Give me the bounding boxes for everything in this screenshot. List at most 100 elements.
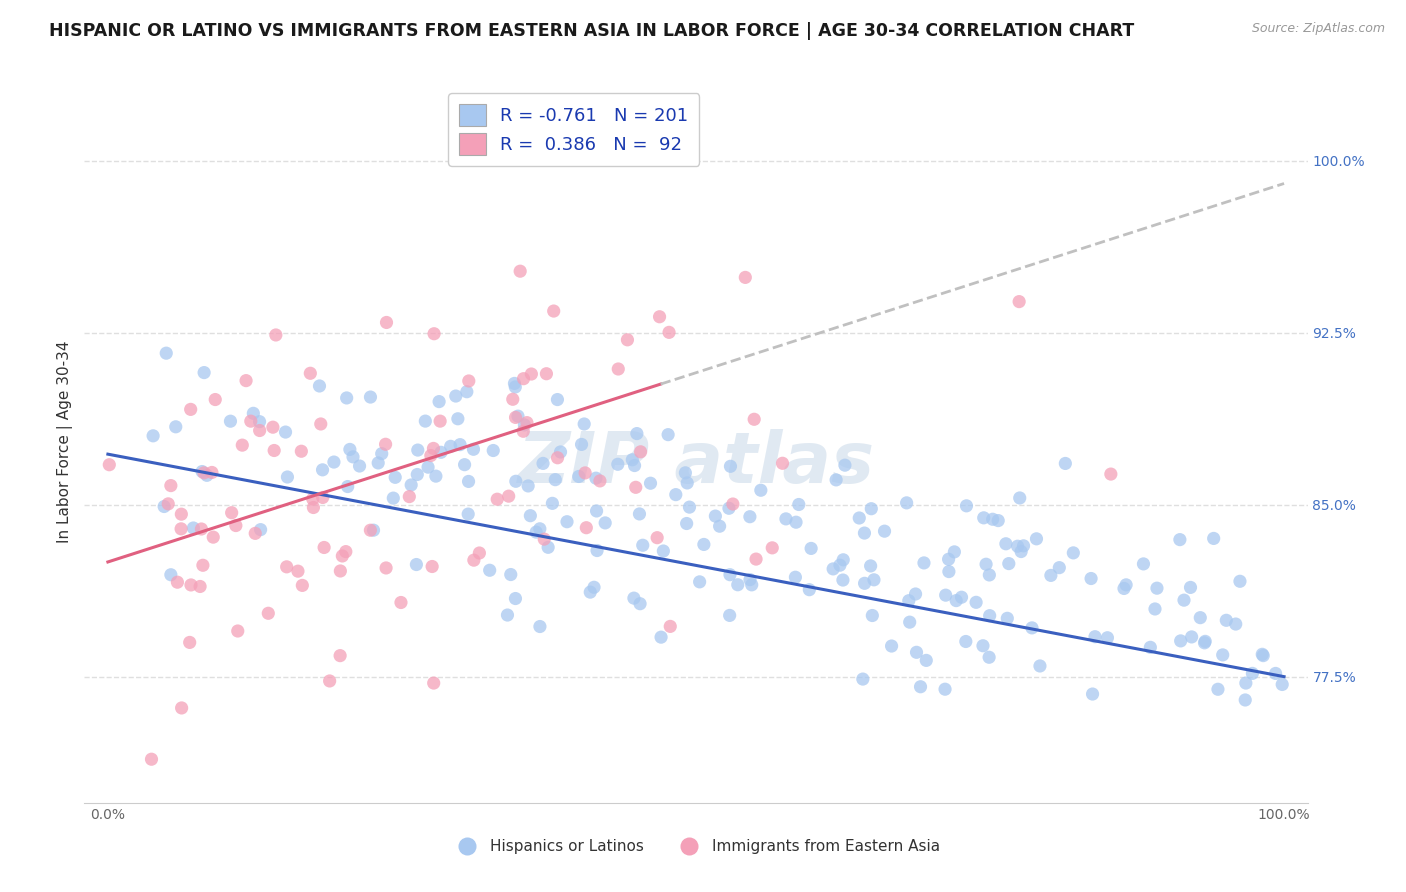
Point xyxy=(628,507,651,521)
Point xyxy=(800,541,823,556)
Point xyxy=(1097,631,1119,645)
Point xyxy=(422,676,444,690)
Point xyxy=(537,541,560,555)
Point xyxy=(1029,659,1052,673)
Point xyxy=(897,593,920,607)
Point xyxy=(955,634,977,648)
Point xyxy=(517,479,540,493)
Point xyxy=(516,416,538,430)
Point xyxy=(972,639,994,653)
Point xyxy=(536,367,558,381)
Point xyxy=(1194,634,1216,648)
Point xyxy=(322,455,344,469)
Point xyxy=(675,516,697,531)
Point xyxy=(689,574,711,589)
Point xyxy=(543,304,565,318)
Point xyxy=(166,575,188,590)
Point xyxy=(749,483,772,498)
Point xyxy=(191,465,214,479)
Point xyxy=(453,458,475,472)
Point xyxy=(997,557,1019,571)
Point xyxy=(406,467,429,482)
Point xyxy=(533,532,555,546)
Point xyxy=(498,489,520,503)
Point xyxy=(859,558,882,573)
Point xyxy=(717,501,740,516)
Point xyxy=(1143,602,1166,616)
Point xyxy=(170,522,193,536)
Point xyxy=(860,608,883,623)
Point xyxy=(880,639,903,653)
Point xyxy=(1039,568,1062,582)
Point xyxy=(624,480,647,494)
Point xyxy=(314,541,336,555)
Point xyxy=(520,367,543,381)
Point xyxy=(630,445,652,459)
Point xyxy=(308,379,330,393)
Point xyxy=(785,515,807,529)
Point xyxy=(1251,648,1274,663)
Point xyxy=(745,552,768,566)
Point xyxy=(231,438,253,452)
Point xyxy=(419,449,441,463)
Point xyxy=(363,523,385,537)
Point xyxy=(648,310,671,324)
Point xyxy=(157,497,180,511)
Point xyxy=(678,500,700,515)
Point xyxy=(1206,682,1229,697)
Point xyxy=(503,376,526,391)
Point xyxy=(898,615,921,629)
Point xyxy=(1139,640,1161,655)
Point xyxy=(1146,581,1168,595)
Point xyxy=(509,264,531,278)
Point xyxy=(155,346,177,360)
Text: HISPANIC OR LATINO VS IMMIGRANTS FROM EASTERN ASIA IN LABOR FORCE | AGE 30-34 CO: HISPANIC OR LATINO VS IMMIGRANTS FROM EA… xyxy=(49,22,1135,40)
Point xyxy=(225,518,247,533)
Point xyxy=(1054,457,1077,471)
Point xyxy=(693,537,716,551)
Point xyxy=(623,591,645,606)
Point xyxy=(399,478,422,492)
Point xyxy=(631,538,654,552)
Point xyxy=(734,270,756,285)
Point xyxy=(1225,617,1247,632)
Point xyxy=(389,595,412,609)
Point xyxy=(832,573,855,587)
Point xyxy=(291,578,314,592)
Point xyxy=(193,366,215,380)
Point xyxy=(505,475,527,489)
Point xyxy=(589,474,612,488)
Point xyxy=(585,471,607,485)
Point xyxy=(141,752,163,766)
Point xyxy=(574,466,596,480)
Point xyxy=(505,410,527,425)
Point xyxy=(311,463,333,477)
Point xyxy=(301,491,323,506)
Point xyxy=(785,570,807,584)
Point xyxy=(416,460,439,475)
Point xyxy=(626,426,648,441)
Point xyxy=(512,372,534,386)
Point xyxy=(374,437,396,451)
Point xyxy=(544,473,567,487)
Point xyxy=(860,501,883,516)
Point xyxy=(973,511,995,525)
Point xyxy=(486,492,509,507)
Point xyxy=(190,522,212,536)
Point xyxy=(506,409,529,424)
Point xyxy=(496,608,519,623)
Point xyxy=(546,392,568,407)
Point xyxy=(834,458,856,473)
Point xyxy=(221,506,243,520)
Point xyxy=(263,443,285,458)
Point xyxy=(427,394,450,409)
Point xyxy=(607,362,630,376)
Point xyxy=(430,445,453,459)
Point xyxy=(575,521,598,535)
Point xyxy=(444,389,467,403)
Point xyxy=(832,553,855,567)
Point xyxy=(904,587,927,601)
Point xyxy=(950,591,973,605)
Point xyxy=(1008,491,1031,505)
Point xyxy=(1189,610,1212,624)
